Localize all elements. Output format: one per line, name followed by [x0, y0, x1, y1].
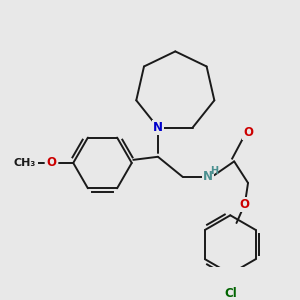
Text: H: H [210, 166, 218, 176]
Text: O: O [47, 156, 57, 170]
Text: Cl: Cl [224, 286, 237, 300]
Text: O: O [243, 126, 253, 139]
Text: O: O [239, 198, 249, 211]
Text: CH₃: CH₃ [14, 158, 36, 168]
Text: N: N [203, 170, 213, 183]
Text: N: N [153, 121, 163, 134]
